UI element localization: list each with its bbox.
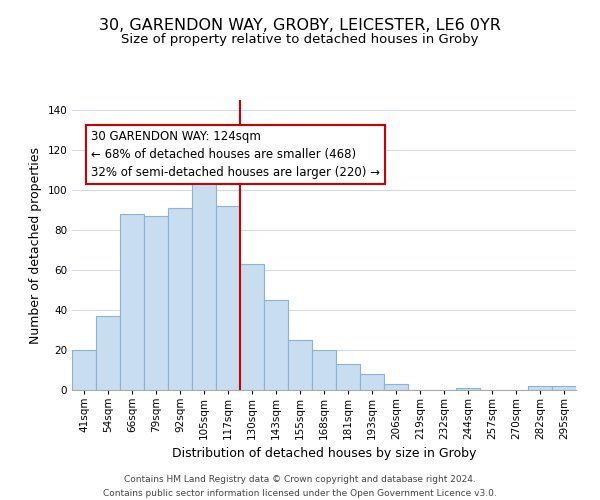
- Bar: [192, 180, 216, 390]
- Bar: [360, 374, 384, 390]
- Bar: [336, 364, 360, 390]
- Bar: [288, 340, 312, 390]
- Bar: [216, 206, 240, 390]
- Bar: [96, 316, 120, 390]
- Bar: [312, 350, 336, 390]
- Bar: [144, 216, 168, 390]
- Bar: [384, 384, 408, 390]
- X-axis label: Distribution of detached houses by size in Groby: Distribution of detached houses by size …: [172, 448, 476, 460]
- Text: 30 GARENDON WAY: 124sqm
← 68% of detached houses are smaller (468)
32% of semi-d: 30 GARENDON WAY: 124sqm ← 68% of detache…: [91, 130, 380, 179]
- Bar: [72, 350, 96, 390]
- Bar: [120, 214, 144, 390]
- Text: Contains HM Land Registry data © Crown copyright and database right 2024.
Contai: Contains HM Land Registry data © Crown c…: [103, 476, 497, 498]
- Bar: [528, 386, 552, 390]
- Bar: [264, 300, 288, 390]
- Bar: [552, 386, 576, 390]
- Y-axis label: Number of detached properties: Number of detached properties: [29, 146, 42, 344]
- Bar: [168, 208, 192, 390]
- Bar: [456, 388, 480, 390]
- Text: Size of property relative to detached houses in Groby: Size of property relative to detached ho…: [121, 32, 479, 46]
- Text: 30, GARENDON WAY, GROBY, LEICESTER, LE6 0YR: 30, GARENDON WAY, GROBY, LEICESTER, LE6 …: [99, 18, 501, 32]
- Bar: [240, 264, 264, 390]
